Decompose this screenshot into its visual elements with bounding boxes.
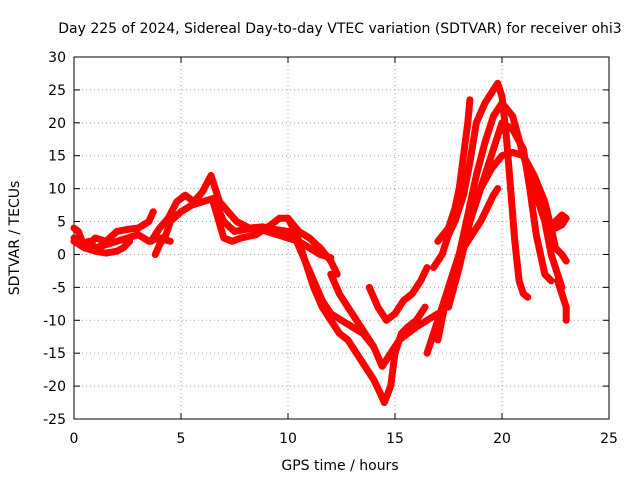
y-tick-labels: -25 -20 -15 -10 -5 0 5 10 15 20 25 30: [43, 50, 66, 428]
series-track-2: [70, 224, 134, 257]
series-track-6: [209, 198, 429, 406]
series-track-17: [554, 277, 570, 324]
chart-title: Day 225 of 2024, Sidereal Day-to-day VTE…: [58, 21, 621, 37]
y-tick-label: -15: [43, 346, 66, 362]
series-track-7: [284, 214, 341, 278]
series-track-13: [445, 99, 566, 291]
x-tick-label: 0: [70, 431, 79, 447]
y-tick-label: 30: [48, 50, 66, 66]
x-tick-label: 15: [386, 431, 404, 447]
y-tick-label: 20: [48, 116, 66, 132]
x-axis-label: GPS time / hours: [281, 458, 398, 474]
x-tick-label: 10: [279, 431, 297, 447]
series-track-15: [434, 119, 555, 344]
x-tick-label: 5: [177, 431, 186, 447]
y-axis-label: SDTVAR / TECUs: [7, 181, 23, 296]
y-tick-label: -10: [43, 313, 66, 329]
x-tick-label: 25: [600, 431, 618, 447]
y-tick-label: -20: [43, 379, 66, 395]
series-track-3: [70, 208, 157, 252]
series-track-5: [147, 172, 378, 351]
y-tick-label: 10: [48, 182, 66, 198]
y-tick-label: -25: [43, 412, 66, 428]
x-tick-labels: 0 5 10 15 20 25: [70, 431, 618, 447]
y-tick-label: 5: [57, 215, 66, 231]
y-tick-label: 0: [57, 247, 66, 263]
y-tick-label: 25: [48, 83, 66, 99]
y-tick-label: 15: [48, 149, 66, 165]
data-series: [70, 79, 570, 406]
series-track-9: [365, 264, 431, 324]
series-track-16: [552, 211, 570, 232]
series-track-8: [327, 270, 442, 370]
x-tick-label: 20: [493, 431, 511, 447]
series-track-12: [434, 96, 474, 245]
y-tick-label: -5: [52, 280, 66, 296]
